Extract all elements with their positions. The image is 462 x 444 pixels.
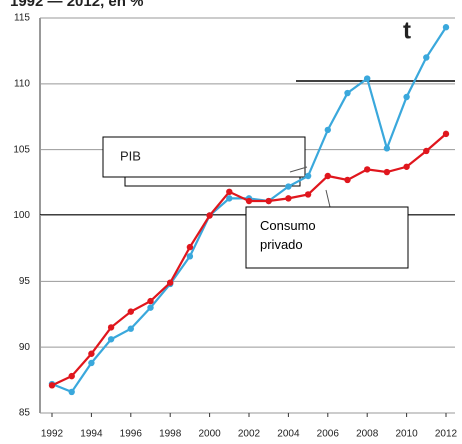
annotation: Consumo privado [260, 218, 316, 252]
data-point [186, 243, 194, 251]
y-tick-label: 100 [13, 210, 30, 221]
chart-title: 1992 — 2012, en % [10, 0, 143, 10]
data-point [423, 54, 430, 61]
data-point [186, 253, 194, 260]
y-tick-label: 115 [14, 13, 30, 24]
data-point [226, 188, 233, 195]
x-tick-label: 1992 [41, 429, 64, 440]
data-point [167, 279, 174, 286]
data-point [68, 388, 75, 396]
data-point [383, 145, 391, 152]
x-tick-label: 2006 [317, 429, 340, 440]
data-point [226, 195, 233, 202]
data-point [206, 212, 213, 219]
data-point [48, 382, 56, 389]
annotation-box: Consumo privado [260, 218, 316, 252]
data-point [245, 197, 253, 205]
y-tick-label: 85 [19, 408, 31, 419]
x-tick-label: 1996 [120, 429, 143, 440]
data-point [285, 183, 292, 190]
x-tick-label: 2012 [435, 429, 458, 440]
connector [289, 166, 308, 173]
y-tick-label: 105 [13, 144, 30, 155]
data-point [127, 325, 134, 332]
x-tick-label: 2010 [395, 429, 418, 440]
data-point [304, 172, 312, 180]
data-point [88, 359, 95, 367]
x-tick-label: 2004 [277, 429, 300, 440]
x-tick-label: 1998 [159, 429, 182, 440]
data-point [285, 195, 292, 202]
x-tick-label: 2000 [198, 429, 221, 440]
annotation: t [403, 17, 411, 44]
data-point [127, 308, 134, 315]
x-tick-label: 2002 [238, 429, 261, 440]
y-tick-label: 110 [14, 78, 30, 89]
annotation: PIB [120, 148, 141, 163]
data-point [147, 297, 154, 305]
data-point [344, 176, 351, 184]
label-box [245, 206, 409, 269]
data-point [107, 336, 115, 343]
data-point [68, 372, 75, 380]
data-point [107, 324, 115, 331]
data-point [403, 93, 410, 101]
x-tick-label: 2008 [356, 429, 379, 440]
data-point [442, 130, 450, 138]
x-tick-label: 1994 [80, 429, 103, 440]
data-point [324, 172, 331, 180]
connector [325, 189, 331, 208]
data-point [383, 168, 391, 176]
data-point [423, 147, 430, 155]
y-tick-label: 95 [19, 276, 31, 287]
data-point [147, 304, 154, 311]
data-point [324, 126, 331, 134]
data-point [364, 75, 371, 82]
data-point [403, 163, 410, 170]
data-point [88, 350, 95, 357]
data-point [442, 24, 450, 31]
data-point [304, 191, 312, 198]
y-tick-label: 90 [19, 342, 31, 353]
label-box [102, 136, 306, 178]
data-point [344, 89, 351, 97]
data-point [265, 197, 272, 205]
data-point [364, 166, 371, 173]
